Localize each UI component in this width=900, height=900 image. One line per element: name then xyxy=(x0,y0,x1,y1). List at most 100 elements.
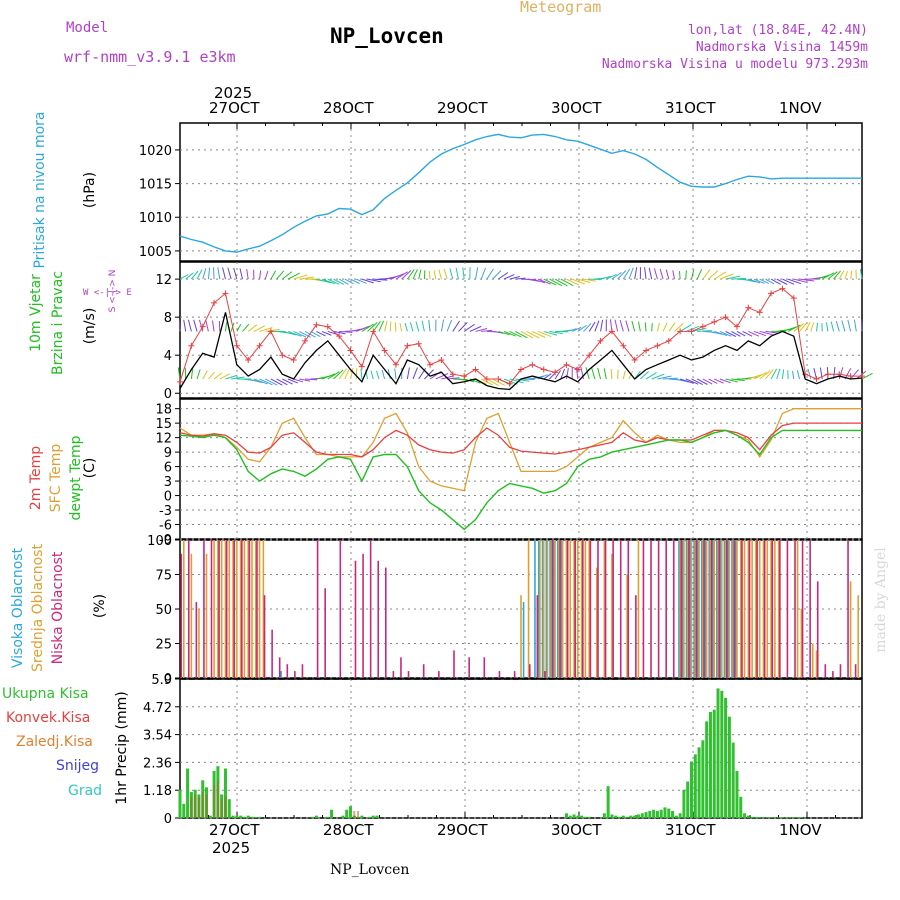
wind-arrow xyxy=(731,378,745,382)
wind-arrow xyxy=(827,271,838,280)
wind-arrow xyxy=(614,319,619,332)
footer-station: NP_Lovcen xyxy=(330,862,410,878)
gust-marker xyxy=(506,380,513,387)
wind-arrow xyxy=(406,367,410,380)
wind-arrow xyxy=(657,375,672,380)
precip-bar xyxy=(194,794,197,818)
wind-arrow xyxy=(748,330,760,337)
wind-arrow xyxy=(224,321,228,332)
wind-arrow xyxy=(708,270,719,280)
precip-bar xyxy=(258,816,262,818)
wind-arrow xyxy=(321,330,332,336)
precip-bar xyxy=(349,806,352,818)
panel-frame xyxy=(179,398,863,540)
model-label: Model xyxy=(66,20,109,36)
wind-arrow xyxy=(830,321,835,332)
wind-arrow xyxy=(810,322,815,332)
wind-arrow xyxy=(259,378,273,386)
wind-arrow xyxy=(543,278,557,286)
precip-bar xyxy=(583,816,587,818)
wind-arrow xyxy=(610,368,613,380)
wind-arrow xyxy=(264,270,269,280)
wind-arrow xyxy=(344,278,354,285)
y-tick-label: 75 xyxy=(155,569,172,584)
wind-arrow xyxy=(583,323,592,332)
gust-marker xyxy=(813,375,820,382)
precip-bar xyxy=(716,688,720,818)
y-tick-label: 9 xyxy=(164,446,172,461)
gust-marker xyxy=(711,318,718,325)
precip-bar xyxy=(311,816,315,818)
gust-marker xyxy=(677,328,684,335)
bottom-day-label: 29OCT xyxy=(437,821,488,839)
wind-arrow xyxy=(841,320,846,332)
wind-arrow xyxy=(433,270,437,280)
wind-arrow xyxy=(742,278,756,283)
wind-arrow xyxy=(537,278,551,285)
gust-marker xyxy=(211,299,218,306)
wind-arrow xyxy=(672,270,675,280)
precip-bar xyxy=(602,813,606,818)
precip-bar xyxy=(769,817,773,818)
wind-arrow xyxy=(702,269,711,280)
wind-arrow xyxy=(691,378,703,385)
wind-arrow xyxy=(370,370,374,380)
gust-marker xyxy=(768,290,775,297)
precip-bar xyxy=(341,815,345,818)
top-day-label: 31OCT xyxy=(665,99,716,117)
dewpt-line xyxy=(179,429,862,531)
y-tick-label: 2.36 xyxy=(143,756,172,771)
precip-bar xyxy=(663,807,667,818)
wind-arrow xyxy=(770,278,781,285)
wind-arrow xyxy=(441,375,455,380)
wind-arrow xyxy=(685,325,700,332)
wind-arrow xyxy=(691,269,695,280)
wind-arrow xyxy=(183,319,187,332)
top-day-label: 27OCT xyxy=(209,99,260,117)
wind-arrow xyxy=(361,323,374,332)
wind-arrow xyxy=(585,367,590,380)
wind-arrow xyxy=(276,378,288,386)
gust-marker xyxy=(483,375,490,382)
y-tick-label: 50 xyxy=(155,603,172,618)
precip-bar xyxy=(205,794,208,818)
wind-arrow xyxy=(816,322,819,332)
gust-marker xyxy=(256,342,263,349)
wind-arrow xyxy=(187,319,192,332)
precip-bar xyxy=(216,780,219,818)
wind-arrow xyxy=(685,378,699,385)
top-day-label: 30OCT xyxy=(551,99,602,117)
wind-arrow xyxy=(198,319,204,332)
wind-arrow xyxy=(321,373,336,380)
wind-arrow xyxy=(566,278,580,286)
wind-arrow xyxy=(515,378,530,382)
gust-marker xyxy=(518,366,524,373)
wind-arrow xyxy=(462,267,465,280)
wind-arrow xyxy=(316,278,331,284)
wind-arrow xyxy=(415,321,420,332)
wind-arrow xyxy=(725,378,738,383)
precip-bar xyxy=(314,815,318,818)
wind-arrow xyxy=(731,330,741,337)
wind-arrow xyxy=(651,373,665,380)
gust-marker xyxy=(824,371,831,378)
gust-marker xyxy=(392,361,399,368)
gust-marker xyxy=(597,337,604,344)
wind-arrow xyxy=(549,278,563,287)
gust-marker xyxy=(665,337,672,344)
precip-bar xyxy=(640,813,644,818)
wind-arrow xyxy=(299,378,311,382)
wind-arrow xyxy=(543,373,552,380)
wind-arrow xyxy=(355,278,367,284)
wind-arrow xyxy=(242,323,250,332)
wind-arrow xyxy=(653,268,658,280)
pressure-line xyxy=(179,133,862,253)
wind-arrow xyxy=(208,371,215,380)
wind-arrow xyxy=(428,271,431,280)
wind-arrow xyxy=(725,330,737,337)
precip-bar xyxy=(625,816,629,818)
wind-arrow xyxy=(685,270,687,280)
wind-arrow xyxy=(679,324,692,332)
precip-bar xyxy=(773,817,777,818)
wind-arrow xyxy=(394,368,397,380)
